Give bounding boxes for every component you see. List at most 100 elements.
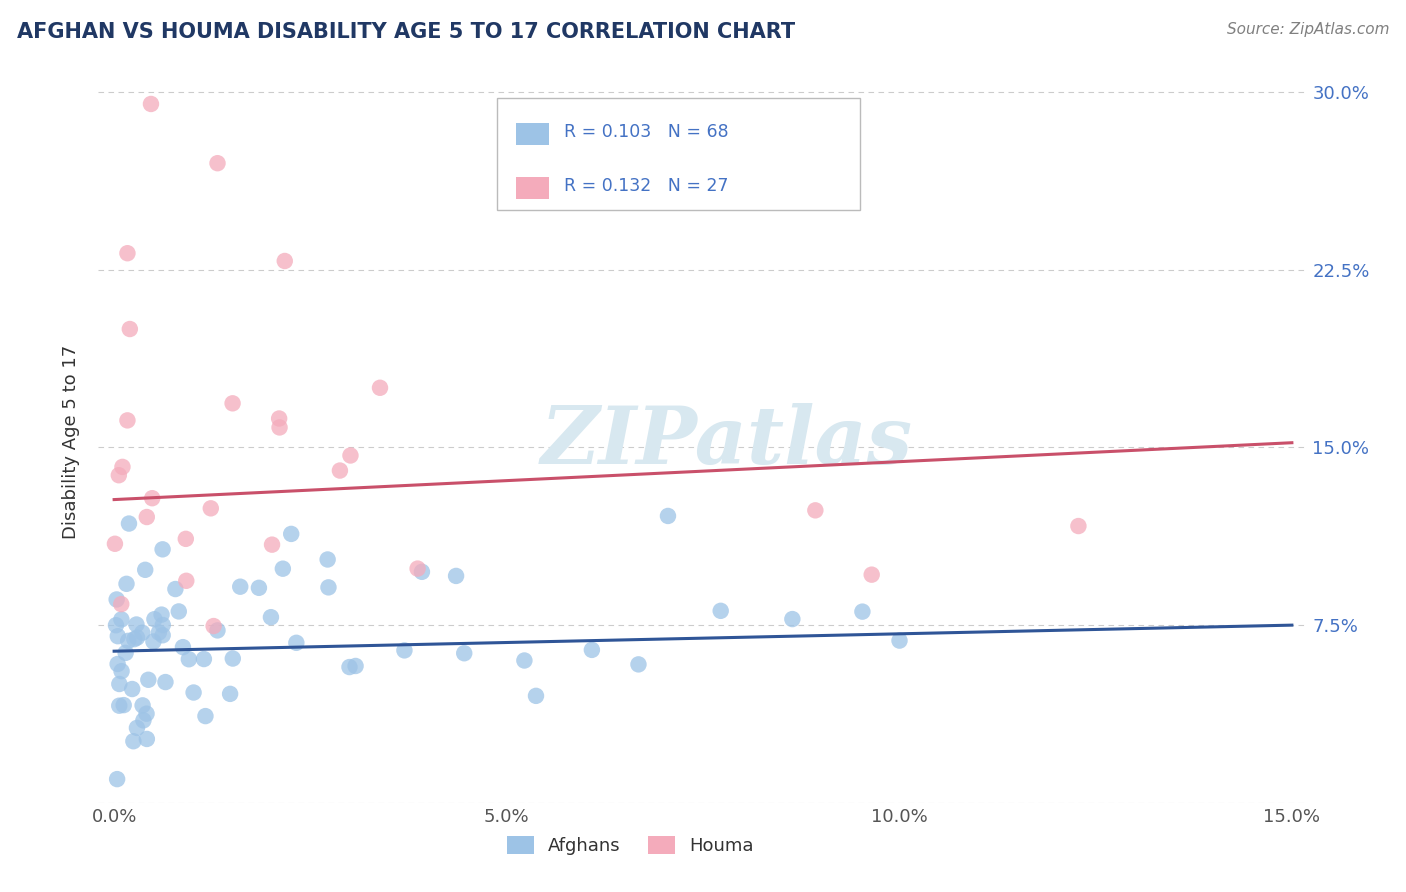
Point <box>104 537 127 551</box>
Point <box>627 657 650 672</box>
Point <box>174 532 197 546</box>
Point <box>202 619 225 633</box>
Point <box>222 651 245 665</box>
Point <box>110 664 132 678</box>
Point <box>174 574 197 588</box>
Point <box>141 491 163 506</box>
Point <box>581 643 603 657</box>
Text: Source: ZipAtlas.com: Source: ZipAtlas.com <box>1226 22 1389 37</box>
Point <box>329 464 352 478</box>
Point <box>260 538 283 552</box>
Point <box>221 396 243 410</box>
Point <box>280 527 302 541</box>
Point <box>143 612 166 626</box>
Point <box>117 633 139 648</box>
Bar <box>516 178 550 200</box>
Point <box>111 459 134 474</box>
Point <box>152 618 174 632</box>
Point <box>117 246 139 260</box>
Point <box>138 673 160 687</box>
Point <box>135 510 157 524</box>
Point <box>394 643 416 657</box>
Point <box>1067 519 1090 533</box>
Point <box>860 567 883 582</box>
Point <box>318 580 340 594</box>
Point <box>344 659 367 673</box>
Point <box>122 734 145 748</box>
FancyBboxPatch shape <box>498 98 860 211</box>
Point <box>339 449 361 463</box>
Point <box>155 675 177 690</box>
Text: AFGHAN VS HOUMA DISABILITY AGE 5 TO 17 CORRELATION CHART: AFGHAN VS HOUMA DISABILITY AGE 5 TO 17 C… <box>17 22 794 42</box>
Point <box>121 681 143 696</box>
Point <box>851 605 873 619</box>
Point <box>657 508 679 523</box>
Point <box>782 612 804 626</box>
Point <box>125 631 148 645</box>
Point <box>710 604 733 618</box>
Point <box>115 577 138 591</box>
Point <box>406 561 429 575</box>
Point <box>107 629 129 643</box>
Text: R = 0.103   N = 68: R = 0.103 N = 68 <box>564 123 728 141</box>
Point <box>207 156 229 170</box>
Point <box>135 706 157 721</box>
Point <box>124 632 146 647</box>
Y-axis label: Disability Age 5 to 17: Disability Age 5 to 17 <box>62 344 80 539</box>
Point <box>125 617 148 632</box>
Point <box>134 563 156 577</box>
Point <box>135 731 157 746</box>
Point <box>219 687 242 701</box>
Point <box>131 625 153 640</box>
Bar <box>516 123 550 145</box>
Point <box>118 322 141 336</box>
Legend: Afghans, Houma: Afghans, Houma <box>499 829 761 863</box>
Point <box>271 562 294 576</box>
Text: R = 0.132   N = 27: R = 0.132 N = 27 <box>564 178 728 195</box>
Point <box>194 709 217 723</box>
Point <box>105 592 128 607</box>
Text: ZIPatlas: ZIPatlas <box>541 403 914 480</box>
Point <box>125 721 148 735</box>
Point <box>152 542 174 557</box>
Point <box>274 254 297 268</box>
Point <box>165 582 187 596</box>
Point <box>148 625 170 640</box>
Point <box>183 685 205 699</box>
Point <box>889 633 911 648</box>
Point <box>513 653 536 667</box>
Point <box>142 634 165 648</box>
Point <box>804 503 827 517</box>
Point <box>131 698 153 713</box>
Point <box>453 646 475 660</box>
Point <box>368 381 391 395</box>
Point <box>167 604 190 618</box>
Point <box>444 569 467 583</box>
Point <box>269 420 291 434</box>
Point <box>110 597 132 611</box>
Point <box>229 580 252 594</box>
Point <box>177 652 200 666</box>
Point <box>150 607 173 622</box>
Point <box>105 772 128 786</box>
Point <box>104 618 127 632</box>
Point <box>117 413 139 427</box>
Point <box>285 636 308 650</box>
Point <box>152 628 174 642</box>
Point <box>112 698 135 712</box>
Point <box>172 640 194 655</box>
Point <box>108 698 131 713</box>
Point <box>118 516 141 531</box>
Point <box>200 501 222 516</box>
Point <box>110 612 132 626</box>
Point <box>524 689 547 703</box>
Point <box>114 646 136 660</box>
Point <box>108 468 131 483</box>
Point <box>193 652 215 666</box>
Point <box>108 677 131 691</box>
Point <box>411 565 433 579</box>
Point <box>207 624 229 638</box>
Point <box>247 581 270 595</box>
Point <box>269 411 291 425</box>
Point <box>339 660 361 674</box>
